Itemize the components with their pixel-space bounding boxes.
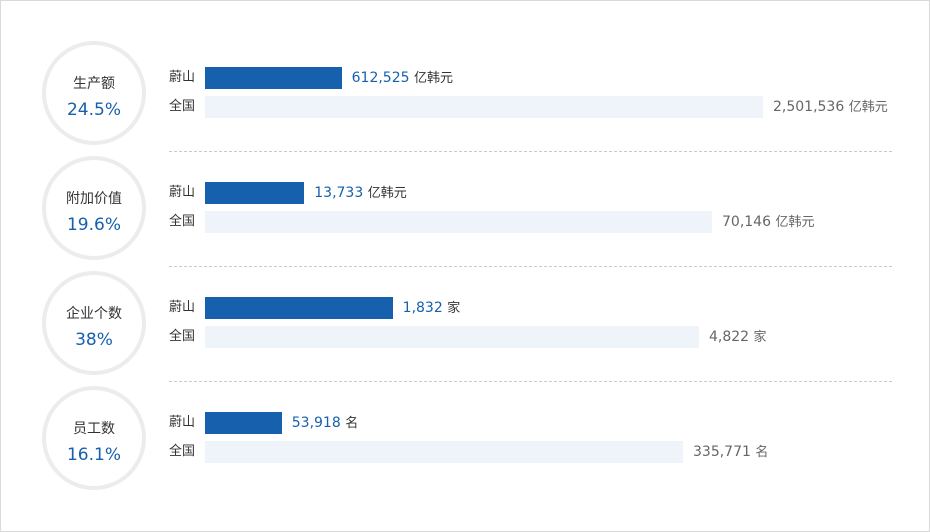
national-value-label: 335,771 名 (693, 444, 768, 461)
local-bar (205, 182, 305, 204)
national-bar (205, 96, 763, 118)
national-value-label: 4,822 家 (709, 329, 767, 346)
indicator-label: 员工数 (73, 421, 115, 437)
local-bar (205, 412, 282, 434)
local-region-label: 蔚山 (169, 300, 196, 315)
national-value-number: 70,146 (722, 214, 771, 230)
national-bar-track (205, 211, 765, 233)
indicator-row: 附加价值 19.6% 蔚山 13,733 亿韩元 全国 70,146 亿韩元 (1, 156, 929, 266)
national-value-unit: 亿韩元 (848, 100, 888, 115)
indicator-row: 生产额 24.5% 蔚山 612,525 亿韩元 全国 2,501,536 亿韩元 (1, 41, 929, 151)
national-value-number: 4,822 (709, 329, 750, 345)
national-bar (205, 326, 699, 348)
share-percent: 24.5% (66, 100, 121, 120)
share-circle: 企业个数 38% (42, 271, 146, 375)
local-value-label: 13,733 亿韩元 (314, 185, 406, 202)
local-region-label: 蔚山 (169, 415, 196, 430)
local-value-label: 53,918 名 (292, 415, 358, 432)
local-bar (205, 297, 393, 319)
row-divider (169, 266, 892, 267)
share-percent: 38% (75, 330, 113, 350)
local-region-label: 蔚山 (169, 185, 196, 200)
national-bar-line: 全国 335,771 名 (169, 441, 909, 463)
local-bar (205, 67, 342, 89)
national-value-number: 335,771 (693, 444, 751, 460)
local-bar-track (205, 297, 765, 319)
national-bar-line: 全国 70,146 亿韩元 (169, 211, 909, 233)
local-region-label: 蔚山 (169, 70, 196, 85)
local-value-unit: 亿韩元 (367, 186, 407, 201)
national-bar (205, 211, 712, 233)
local-value-unit: 名 (345, 416, 359, 431)
indicator-label: 企业个数 (66, 306, 122, 322)
national-bar-track (205, 96, 765, 118)
national-value-label: 2,501,536 亿韩元 (773, 99, 888, 116)
local-value-number: 1,832 (402, 300, 443, 316)
local-bar-track (205, 67, 765, 89)
local-bar-track (205, 182, 765, 204)
local-value-unit: 亿韩元 (413, 71, 453, 86)
national-bar-track (205, 326, 765, 348)
share-percent: 19.6% (66, 215, 121, 235)
national-bar-line: 全国 4,822 家 (169, 326, 909, 348)
local-value-number: 13,733 (314, 185, 364, 201)
local-bar-line: 蔚山 13,733 亿韩元 (169, 182, 909, 204)
row-divider (169, 151, 892, 152)
national-bar-track (205, 441, 765, 463)
share-circle: 员工数 16.1% (42, 386, 146, 490)
national-value-unit: 名 (755, 445, 769, 460)
local-value-unit: 家 (447, 301, 461, 316)
local-value-label: 1,832 家 (403, 300, 461, 317)
indicator-label: 附加价值 (66, 191, 122, 207)
share-circle: 附加价值 19.6% (42, 156, 146, 260)
indicator-row: 员工数 16.1% 蔚山 53,918 名全国 335,771 名 (1, 386, 929, 496)
local-value-number: 612,525 (351, 70, 410, 86)
indicator-label: 生产额 (73, 76, 115, 92)
local-value-label: 612,525 亿韩元 (352, 70, 453, 87)
national-bar-line: 全国 2,501,536 亿韩元 (169, 96, 909, 118)
share-percent: 16.1% (66, 445, 121, 465)
national-value-label: 70,146 亿韩元 (722, 214, 814, 231)
national-value-unit: 家 (753, 330, 767, 345)
national-region-label: 全国 (169, 99, 196, 114)
national-value-unit: 亿韩元 (775, 215, 815, 230)
local-bar-line: 蔚山 53,918 名 (169, 412, 909, 434)
national-value-number: 2,501,536 (773, 99, 845, 115)
national-region-label: 全国 (169, 329, 196, 344)
local-bar-track (205, 412, 765, 434)
national-bar (205, 441, 683, 463)
national-region-label: 全国 (169, 444, 196, 459)
local-bar-line: 蔚山 612,525 亿韩元 (169, 67, 909, 89)
local-value-number: 53,918 (291, 415, 341, 431)
share-circle: 生产额 24.5% (42, 41, 146, 145)
row-divider (169, 381, 892, 382)
indicator-row: 企业个数 38% 蔚山 1,832 家全国 4,822 家 (1, 271, 929, 381)
national-region-label: 全国 (169, 214, 196, 229)
local-bar-line: 蔚山 1,832 家 (169, 297, 909, 319)
